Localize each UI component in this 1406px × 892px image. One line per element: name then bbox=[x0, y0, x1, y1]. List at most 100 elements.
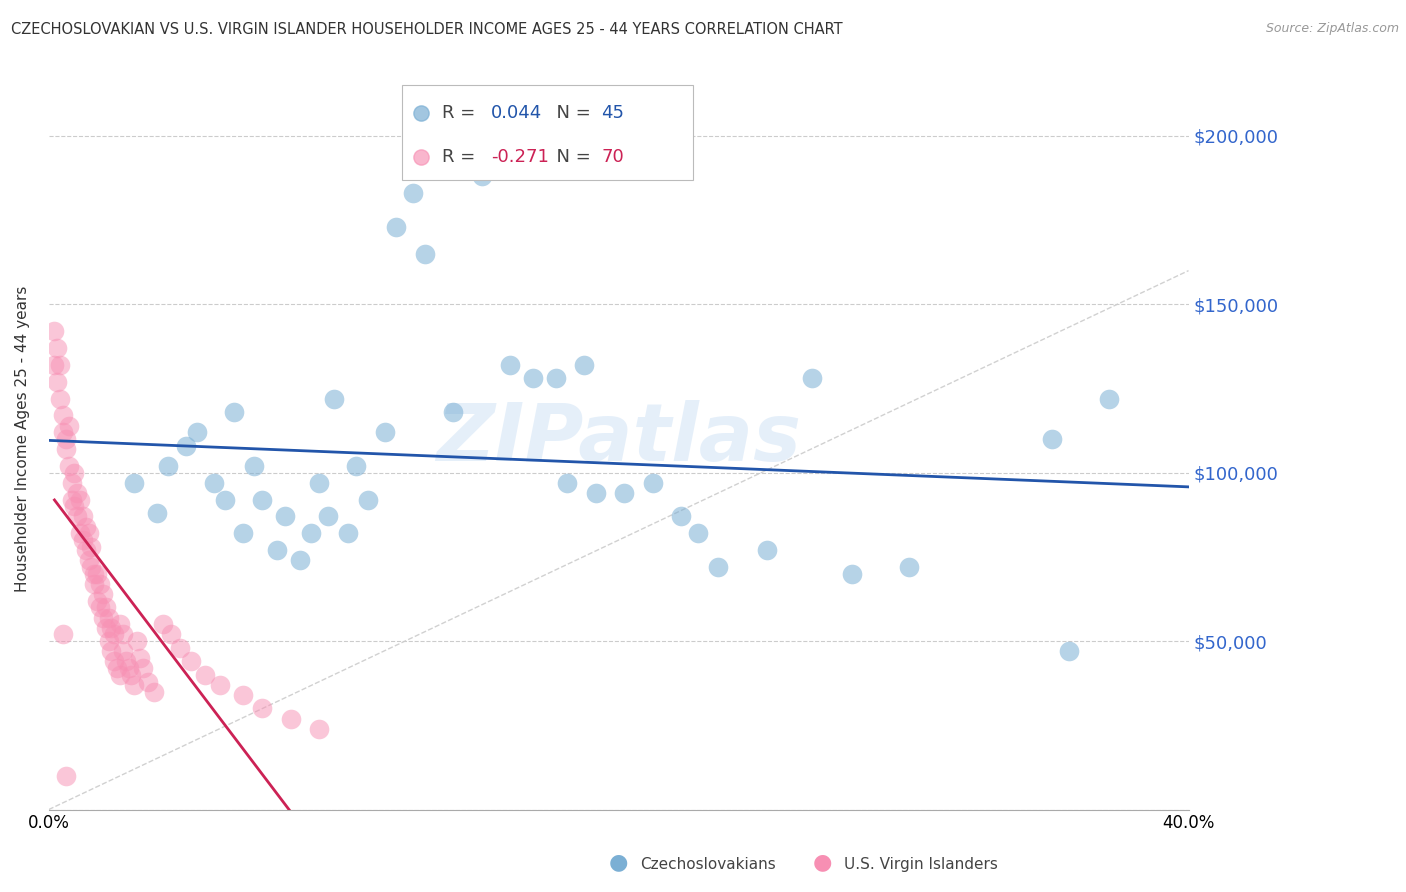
Point bbox=[66, 486, 89, 500]
Point bbox=[841, 566, 863, 581]
Text: -0.271: -0.271 bbox=[491, 148, 548, 166]
Point bbox=[180, 654, 202, 668]
Text: 70: 70 bbox=[602, 148, 624, 166]
FancyBboxPatch shape bbox=[402, 85, 693, 179]
Point bbox=[322, 392, 344, 406]
Text: ●: ● bbox=[813, 853, 832, 872]
Point bbox=[308, 722, 330, 736]
Point bbox=[111, 627, 134, 641]
Point bbox=[160, 627, 183, 641]
Point bbox=[1057, 644, 1080, 658]
Point bbox=[138, 674, 160, 689]
Text: CZECHOSLOVAKIAN VS U.S. VIRGIN ISLANDER HOUSEHOLDER INCOME AGES 25 - 44 YEARS CO: CZECHOSLOVAKIAN VS U.S. VIRGIN ISLANDER … bbox=[11, 22, 842, 37]
Point bbox=[252, 492, 274, 507]
Point bbox=[83, 566, 105, 581]
Point bbox=[58, 458, 80, 473]
Point bbox=[60, 492, 83, 507]
Point bbox=[91, 587, 114, 601]
Point bbox=[441, 405, 464, 419]
Point bbox=[157, 458, 180, 473]
Text: ZIPatlas: ZIPatlas bbox=[436, 400, 801, 478]
Point bbox=[97, 610, 120, 624]
Text: U.S. Virgin Islanders: U.S. Virgin Islanders bbox=[844, 857, 997, 872]
Point bbox=[103, 654, 125, 668]
Point bbox=[252, 701, 274, 715]
Point bbox=[103, 627, 125, 641]
Point bbox=[125, 634, 148, 648]
Point bbox=[89, 600, 111, 615]
Point bbox=[755, 543, 778, 558]
Text: R =: R = bbox=[441, 104, 481, 122]
Point bbox=[46, 341, 69, 355]
Point bbox=[1098, 392, 1121, 406]
Text: Czechoslovakians: Czechoslovakians bbox=[640, 857, 776, 872]
Point bbox=[89, 577, 111, 591]
Point bbox=[49, 392, 72, 406]
Point bbox=[77, 526, 100, 541]
Point bbox=[132, 661, 155, 675]
Y-axis label: Householder Income Ages 25 - 44 years: Householder Income Ages 25 - 44 years bbox=[15, 285, 30, 592]
Text: Source: ZipAtlas.com: Source: ZipAtlas.com bbox=[1265, 22, 1399, 36]
Point bbox=[72, 533, 94, 547]
Point bbox=[143, 684, 166, 698]
Point bbox=[522, 371, 544, 385]
Point bbox=[336, 526, 359, 541]
Text: 0.044: 0.044 bbox=[491, 104, 543, 122]
Point bbox=[231, 526, 253, 541]
Point bbox=[44, 324, 66, 338]
Point bbox=[117, 661, 139, 675]
Point bbox=[86, 593, 108, 607]
Point bbox=[288, 553, 311, 567]
Point bbox=[194, 668, 217, 682]
Point bbox=[108, 617, 131, 632]
Point bbox=[86, 566, 108, 581]
Point bbox=[77, 553, 100, 567]
Point bbox=[52, 627, 75, 641]
Point bbox=[641, 475, 664, 490]
Point bbox=[169, 640, 191, 655]
Point bbox=[214, 492, 236, 507]
Point bbox=[231, 688, 253, 702]
Point bbox=[613, 486, 636, 500]
Point bbox=[80, 560, 103, 574]
Point bbox=[208, 678, 231, 692]
Point bbox=[52, 409, 75, 423]
Point bbox=[146, 506, 169, 520]
Point bbox=[72, 509, 94, 524]
Point bbox=[280, 712, 302, 726]
Point bbox=[69, 526, 91, 541]
Point bbox=[801, 371, 824, 385]
Point bbox=[346, 458, 368, 473]
Point bbox=[97, 634, 120, 648]
Point bbox=[574, 358, 596, 372]
Point bbox=[557, 475, 579, 490]
Point bbox=[357, 492, 380, 507]
Point bbox=[385, 219, 408, 234]
Point bbox=[585, 486, 607, 500]
Text: ●: ● bbox=[609, 853, 628, 872]
Point bbox=[274, 509, 297, 524]
Point bbox=[66, 509, 89, 524]
Point bbox=[299, 526, 322, 541]
Point bbox=[707, 560, 730, 574]
Point bbox=[114, 654, 136, 668]
Text: 45: 45 bbox=[602, 104, 624, 122]
Point bbox=[83, 577, 105, 591]
Point bbox=[186, 425, 208, 440]
Point bbox=[316, 509, 339, 524]
Point bbox=[1040, 432, 1063, 446]
Point bbox=[55, 769, 77, 783]
Point bbox=[111, 644, 134, 658]
Point bbox=[243, 458, 266, 473]
Point bbox=[671, 509, 693, 524]
Point bbox=[402, 186, 425, 201]
Point bbox=[58, 418, 80, 433]
Point bbox=[46, 375, 69, 389]
Point bbox=[374, 425, 396, 440]
Point bbox=[122, 475, 145, 490]
Point bbox=[120, 668, 142, 682]
Point bbox=[60, 475, 83, 490]
Point bbox=[152, 617, 174, 632]
Point bbox=[75, 519, 97, 533]
Point bbox=[108, 668, 131, 682]
